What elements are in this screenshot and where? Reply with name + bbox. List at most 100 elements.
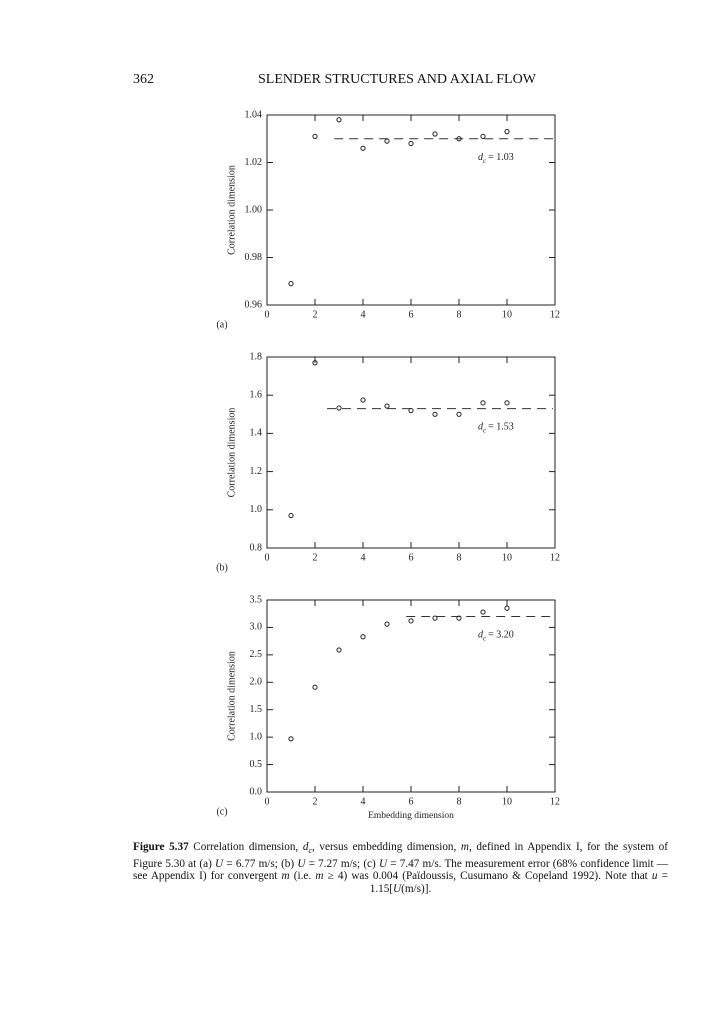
y-tick-label: 1.5 [250,704,263,715]
data-point [504,400,510,406]
y-axis-label: Correlation dimension [226,651,237,741]
x-tick-label: 6 [409,552,414,563]
x-tick-label: 4 [361,552,366,563]
y-tick-label: 1.02 [245,157,263,168]
data-point [432,411,438,417]
caption-text: (m/s)]. [401,883,432,896]
x-tick-label: 10 [502,552,512,563]
caption-text: m [315,870,324,883]
data-point [360,397,366,403]
x-tick-label: 4 [361,309,366,320]
running-title: SLENDER STRUCTURES AND AXIAL FLOW [258,72,536,87]
x-tick-label: 12 [550,796,560,807]
y-tick-label: 1.0 [250,504,263,515]
y-axis-label: Correlation dimension [226,165,237,255]
data-point [408,140,414,147]
page-number: 362 [133,72,154,87]
data-point [288,736,294,742]
data-point [456,615,462,621]
y-tick-label: 0.0 [250,786,263,797]
caption-label: Figure 5.37 [133,841,189,853]
plot-frame [266,356,556,549]
y-tick-label: 2.5 [250,649,263,660]
data-point [384,621,390,627]
data-point [288,512,294,519]
data-point [504,605,510,611]
data-point [456,411,462,417]
x-tick-label: 8 [457,552,462,563]
data-point [432,615,438,621]
y-tick-label: 3.5 [250,594,263,605]
x-tick-label: 12 [550,309,560,320]
caption-text: = 1.15[ [369,870,668,896]
x-axis-label: Embedding dimension [368,811,454,821]
caption-text: d [302,841,309,853]
caption-text: U [215,857,224,870]
y-tick-label: 3.0 [250,622,263,633]
y-tick-label: 0.8 [250,542,263,553]
data-point [336,647,342,653]
x-tick-label: 0 [265,552,270,563]
y-tick-label: 0.98 [245,252,263,263]
subscript: c [483,426,487,434]
caption-text: (i.e. [289,870,316,883]
figure: 0 2 4 6 8 10 12 0.96 0.98 1.0 0 1.02 1.0 4 Correlation… [216,109,560,821]
y-tick-label: 0.96 [245,299,263,310]
x-tick-label: 6 [409,796,414,807]
label: = 3.20 [488,630,514,641]
figure-caption: Figure 5.37 Correlation dimension, dc, v… [133,841,668,896]
caption-text: c [308,846,312,856]
caption-text: ≥ 4) was 0.004 (Païdoussis, Cusumano & C… [323,870,652,883]
caption-text: u [651,870,658,883]
y-axis-label: Correlation dimension [226,408,237,498]
x-tick-label: 6 [409,309,414,320]
label: = 1.03 [488,152,514,163]
data-point [336,117,342,123]
caption-text: U [393,883,402,896]
symbol: d [478,630,484,641]
subscript: c [483,634,487,642]
data-point [408,407,414,414]
y-tick-label: 1.4 [250,428,263,439]
x-tick-label: 8 [457,796,462,807]
x-tick-label: 2 [313,552,318,563]
data-point [432,131,438,137]
y-tick-label: 1.0 [250,731,263,742]
data-point [336,405,342,411]
x-tick-label: 10 [502,309,512,320]
y-tick-label: 1.2 [250,466,263,477]
data-point [360,634,366,640]
reference-label: dc = 1.53 [478,422,514,434]
caption-text: m [460,841,469,853]
caption-text: m [281,870,290,883]
y-tick-label: 1.8 [250,351,263,362]
caption-text: = 7.47 m/s. The measurement error (68% c… [133,857,669,883]
data-point [288,281,294,287]
panel-label: (a) [216,319,227,330]
panel-label: (b) [216,562,228,573]
y-tick-label: 0.5 [250,759,263,770]
reference-label: dc = 1.03 [478,152,514,164]
x-tick-label: 0 [265,796,270,807]
x-tick-label: 8 [457,309,462,320]
x-tick-label: 12 [550,552,560,563]
subscript: c [483,156,487,164]
caption-text: Correlation dimension, [188,841,303,853]
symbol: d [478,422,484,433]
data-point [312,360,318,366]
panel-label: (c) [216,806,227,817]
reference-label: dc = 3.20 [478,630,514,642]
data-point [456,136,462,142]
caption-text: , defined in Appendix I, for the system … [133,841,668,870]
data-point [384,138,390,144]
caption-text: = 7.27 m/s; (c) [305,857,379,870]
y-tick-label: 1.6 [250,389,263,400]
plot-frame [266,114,556,306]
data-point [480,609,486,615]
data-point [312,684,318,690]
data-point [504,129,510,135]
data-point [480,400,486,406]
data-point [408,618,414,624]
x-tick-label: 10 [502,796,512,807]
